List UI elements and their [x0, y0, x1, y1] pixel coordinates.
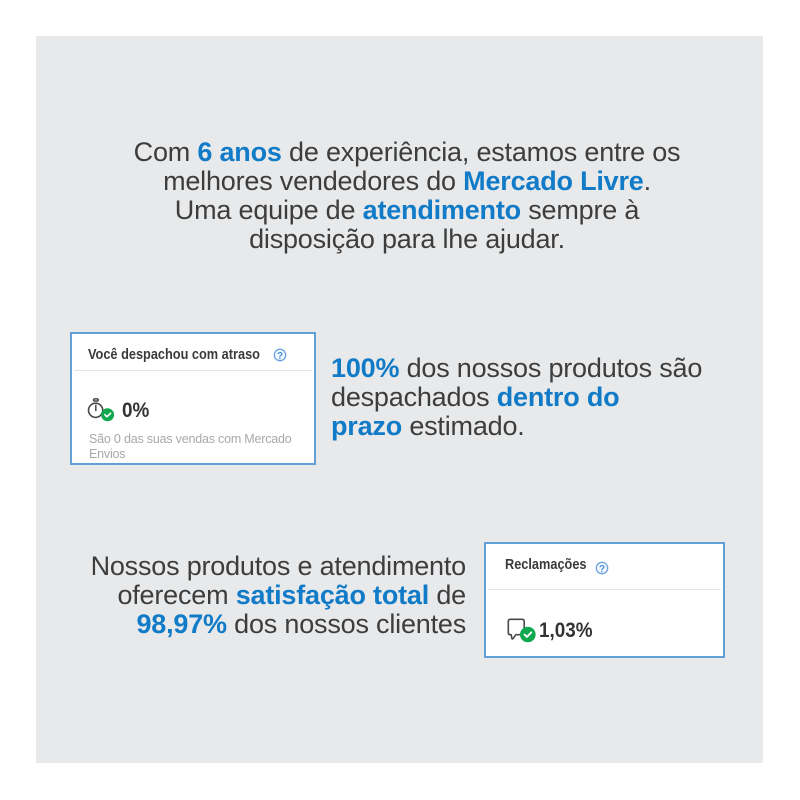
svg-text:?: ?: [599, 563, 605, 574]
svg-text:?: ?: [277, 351, 283, 362]
